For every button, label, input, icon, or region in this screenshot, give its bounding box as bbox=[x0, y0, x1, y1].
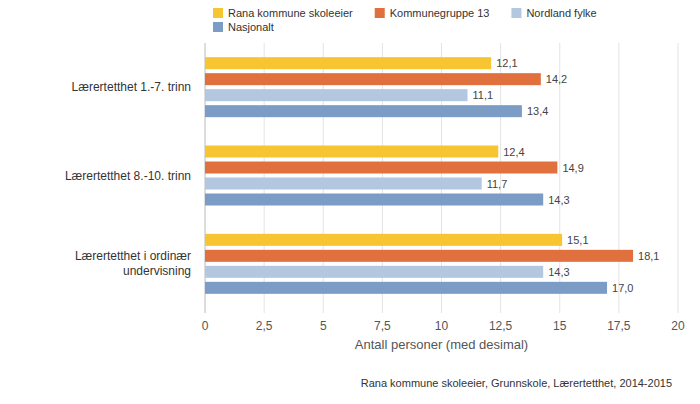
source-note: Rana kommune skoleeier, Grunnskole, Lære… bbox=[361, 377, 672, 389]
bar bbox=[205, 266, 543, 278]
legend-swatch bbox=[213, 22, 223, 32]
data-label: 12,1 bbox=[496, 57, 517, 69]
legend-label: Nordland fylke bbox=[526, 7, 596, 19]
legend-swatch bbox=[375, 8, 385, 18]
grid-line bbox=[618, 43, 619, 313]
tick-label: 20 bbox=[671, 319, 685, 333]
category-label: Lærertetthet 8.-10. trinn bbox=[65, 169, 191, 183]
tick-label: 17,5 bbox=[607, 319, 631, 333]
data-label: 18,1 bbox=[638, 250, 659, 262]
legend: Rana kommune skoleeier Kommunegruppe 13 No… bbox=[213, 7, 597, 33]
data-label: 11,7 bbox=[487, 178, 508, 190]
bar bbox=[205, 194, 543, 206]
bars bbox=[205, 57, 633, 294]
tick-label: 12,5 bbox=[489, 319, 513, 333]
chart: 02,557,51012,51517,52012,114,211,113,412… bbox=[0, 0, 700, 404]
legend-item: Nordland fylke bbox=[511, 7, 596, 19]
bar bbox=[205, 105, 522, 117]
legend-label: Rana kommune skoleeier bbox=[228, 7, 353, 19]
tick-label: 10 bbox=[435, 319, 449, 333]
data-label: 14,3 bbox=[548, 194, 569, 206]
data-labels: 12,1 14,2 11,1 13,4 12,4 14,9 11,7 14,3 15,1 18,1… bbox=[473, 57, 660, 294]
data-label: 13,4 bbox=[527, 105, 548, 117]
data-label: 15,1 bbox=[567, 234, 588, 246]
grid-line bbox=[678, 43, 679, 313]
tick-label: 7,5 bbox=[374, 319, 391, 333]
grid bbox=[205, 43, 678, 313]
category-label: Lærertetthet 1.-7. trinn bbox=[72, 80, 191, 94]
tick-label: 0 bbox=[202, 319, 209, 333]
bar bbox=[205, 178, 482, 190]
bar bbox=[205, 57, 491, 69]
tick-label: 15 bbox=[553, 319, 567, 333]
legend-label: Kommunegruppe 13 bbox=[390, 7, 490, 19]
category-labels: Lærertetthet 1.-7. trinn Lærertetthet 8.-… bbox=[65, 80, 191, 278]
data-label: 14,2 bbox=[546, 73, 567, 85]
legend-item: Kommunegruppe 13 bbox=[375, 7, 490, 19]
bar bbox=[205, 73, 541, 85]
legend-label: Nasjonalt bbox=[228, 21, 274, 33]
tick-label: 2,5 bbox=[256, 319, 273, 333]
data-label: 14,3 bbox=[548, 266, 569, 278]
legend-item: Rana kommune skoleeier bbox=[213, 7, 353, 19]
data-label: 12,4 bbox=[503, 146, 524, 158]
data-label: 14,9 bbox=[562, 162, 583, 174]
bar bbox=[205, 250, 633, 262]
bar bbox=[205, 234, 562, 246]
bar bbox=[205, 162, 557, 174]
data-label: 17,0 bbox=[612, 282, 633, 294]
category-label: Lærertetthet i ordinærundervisning bbox=[75, 249, 191, 278]
x-axis-label: Antall personer (med desimal) bbox=[355, 337, 528, 352]
legend-swatch bbox=[213, 8, 223, 18]
bar bbox=[205, 282, 607, 294]
data-label: 11,1 bbox=[473, 89, 494, 101]
legend-item: Nasjonalt bbox=[213, 21, 274, 33]
x-ticks: 0 2,5 5 7,5 10 12,5 15 17,5 20 bbox=[202, 319, 685, 333]
tick-label: 5 bbox=[320, 319, 327, 333]
legend-swatch bbox=[511, 8, 521, 18]
bar bbox=[205, 89, 468, 101]
bar bbox=[205, 146, 498, 158]
